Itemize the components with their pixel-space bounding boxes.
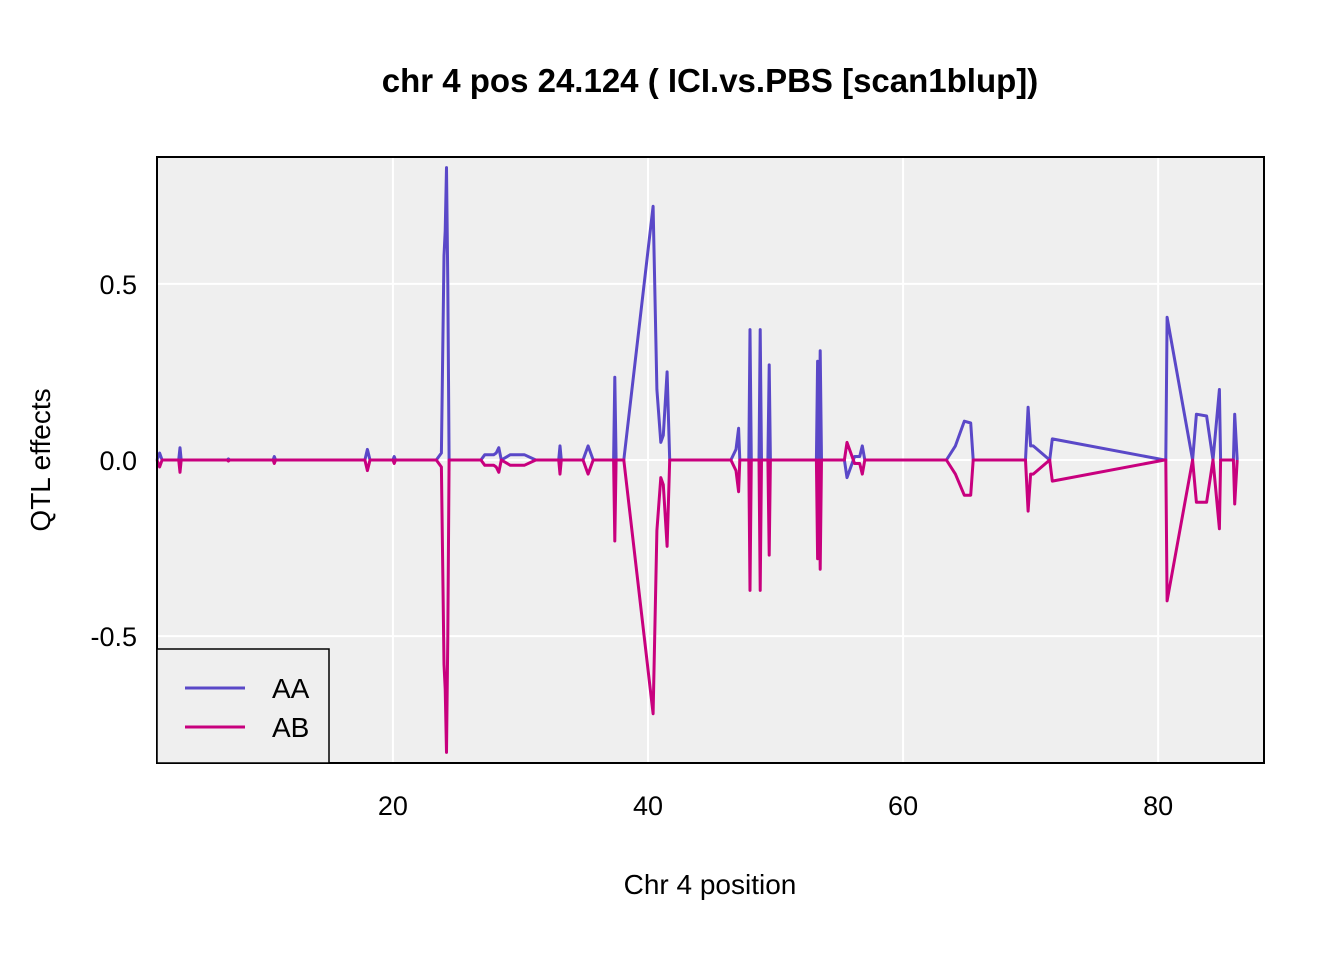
- plot-frame: [156, 156, 1265, 764]
- legend: AA AB: [156, 648, 330, 764]
- x-axis-ticks: 20 40 60 80: [378, 791, 1173, 821]
- y-axis-ticks: 0.5 0.0 -0.5: [90, 270, 137, 652]
- x-axis-label: Chr 4 position: [624, 869, 797, 900]
- series-layer: [155, 166, 1239, 754]
- x-tick-label: 20: [378, 791, 408, 821]
- legend-label-ab: AB: [272, 712, 309, 743]
- y-axis-label: QTL effects: [25, 388, 56, 531]
- y-tick-label: 0.0: [99, 446, 137, 476]
- y-tick-label: -0.5: [90, 622, 137, 652]
- y-tick-label: 0.5: [99, 270, 137, 300]
- x-tick-label: 40: [633, 791, 663, 821]
- chart-title: chr 4 pos 24.124 ( ICI.vs.PBS [scan1blup…: [382, 62, 1039, 99]
- x-tick-label: 80: [1143, 791, 1173, 821]
- legend-label-aa: AA: [272, 673, 310, 704]
- series-line-ab: [155, 440, 1239, 754]
- legend-box: [156, 648, 330, 764]
- x-tick-label: 60: [888, 791, 918, 821]
